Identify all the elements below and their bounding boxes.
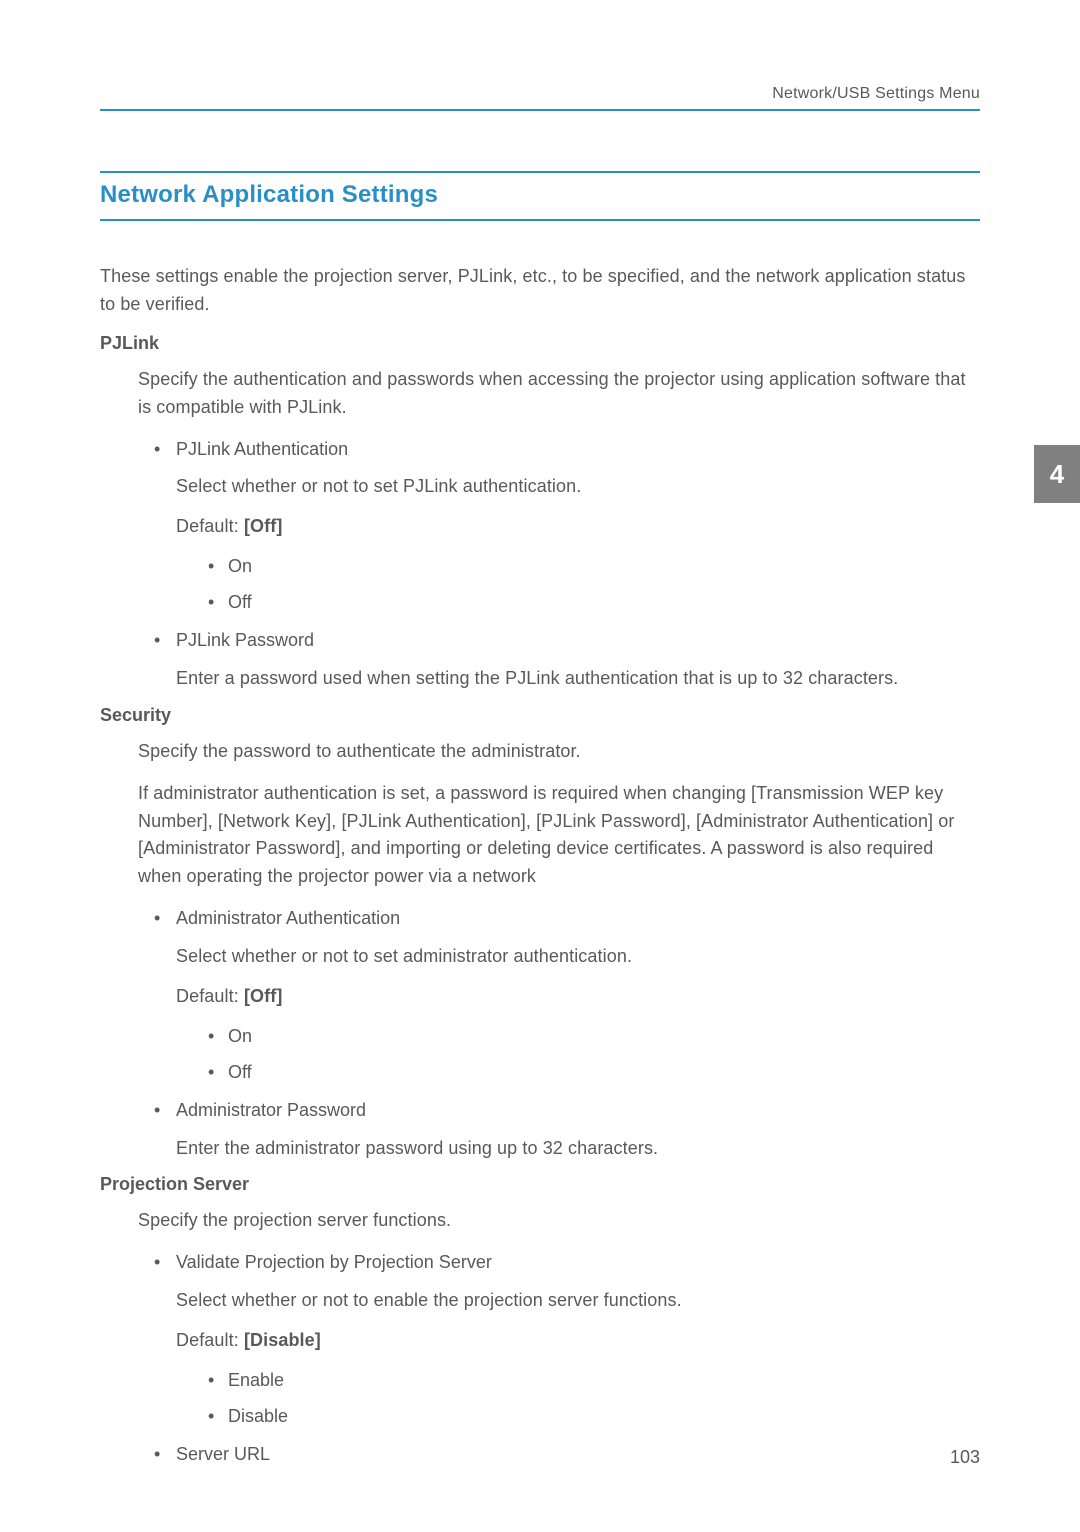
default-admin-auth: Default: [Off] <box>176 983 980 1011</box>
section-title-wrap: Network Application Settings <box>100 171 980 221</box>
bullet-list-security: Administrator Authentication <box>154 905 980 933</box>
para-security-1: If administrator authentication is set, … <box>138 780 980 892</box>
options-admin-auth: On Off <box>208 1023 980 1087</box>
subheading-projection-server: Projection Server <box>100 1174 980 1195</box>
default-validate-projection: Default: [Disable] <box>176 1327 980 1355</box>
item-validate-projection: Validate Projection by Projection Server <box>154 1249 980 1277</box>
bullet-list-projserver-2: Server URL <box>154 1441 980 1469</box>
bullet-list-projserver: Validate Projection by Projection Server <box>154 1249 980 1277</box>
default-value: [Off] <box>244 516 282 536</box>
default-value: [Disable] <box>244 1330 321 1350</box>
intro-paragraph: These settings enable the projection ser… <box>100 263 980 319</box>
default-pjlink-auth: Default: [Off] <box>176 513 980 541</box>
bullet-list-security-2: Administrator Password <box>154 1097 980 1125</box>
option-on: On <box>208 1023 980 1051</box>
para-security-0: Specify the password to authenticate the… <box>138 738 980 766</box>
item-admin-authentication: Administrator Authentication <box>154 905 980 933</box>
subheading-pjlink: PJLink <box>100 333 980 354</box>
desc-admin-password: Enter the administrator password using u… <box>176 1135 980 1163</box>
default-prefix: Default: <box>176 1330 244 1350</box>
page-header: Network/USB Settings Menu <box>100 85 980 111</box>
option-disable: Disable <box>208 1403 980 1431</box>
default-prefix: Default: <box>176 986 244 1006</box>
item-pjlink-authentication: PJLink Authentication <box>154 436 980 464</box>
item-server-url: Server URL <box>154 1441 980 1469</box>
page-container: Network/USB Settings Menu Network Applic… <box>0 0 1080 1469</box>
default-value: [Off] <box>244 986 282 1006</box>
page-number: 103 <box>950 1447 980 1468</box>
options-pjlink-auth: On Off <box>208 553 980 617</box>
para-pjlink-0: Specify the authentication and passwords… <box>138 366 980 422</box>
para-projserver-0: Specify the projection server functions. <box>138 1207 980 1235</box>
page-tab: 4 <box>1034 445 1080 503</box>
desc-validate-projection: Select whether or not to enable the proj… <box>176 1287 980 1315</box>
default-prefix: Default: <box>176 516 244 536</box>
option-off: Off <box>208 589 980 617</box>
option-on: On <box>208 553 980 581</box>
bullet-list-pjlink-2: PJLink Password <box>154 627 980 655</box>
desc-admin-auth: Select whether or not to set administrat… <box>176 943 980 971</box>
desc-pjlink-auth: Select whether or not to set PJLink auth… <box>176 473 980 501</box>
option-off: Off <box>208 1059 980 1087</box>
options-validate-projection: Enable Disable <box>208 1367 980 1431</box>
section-title: Network Application Settings <box>100 181 980 209</box>
desc-pjlink-password: Enter a password used when setting the P… <box>176 665 980 693</box>
bullet-list-pjlink: PJLink Authentication <box>154 436 980 464</box>
item-admin-password: Administrator Password <box>154 1097 980 1125</box>
subheading-security: Security <box>100 705 980 726</box>
option-enable: Enable <box>208 1367 980 1395</box>
item-pjlink-password: PJLink Password <box>154 627 980 655</box>
